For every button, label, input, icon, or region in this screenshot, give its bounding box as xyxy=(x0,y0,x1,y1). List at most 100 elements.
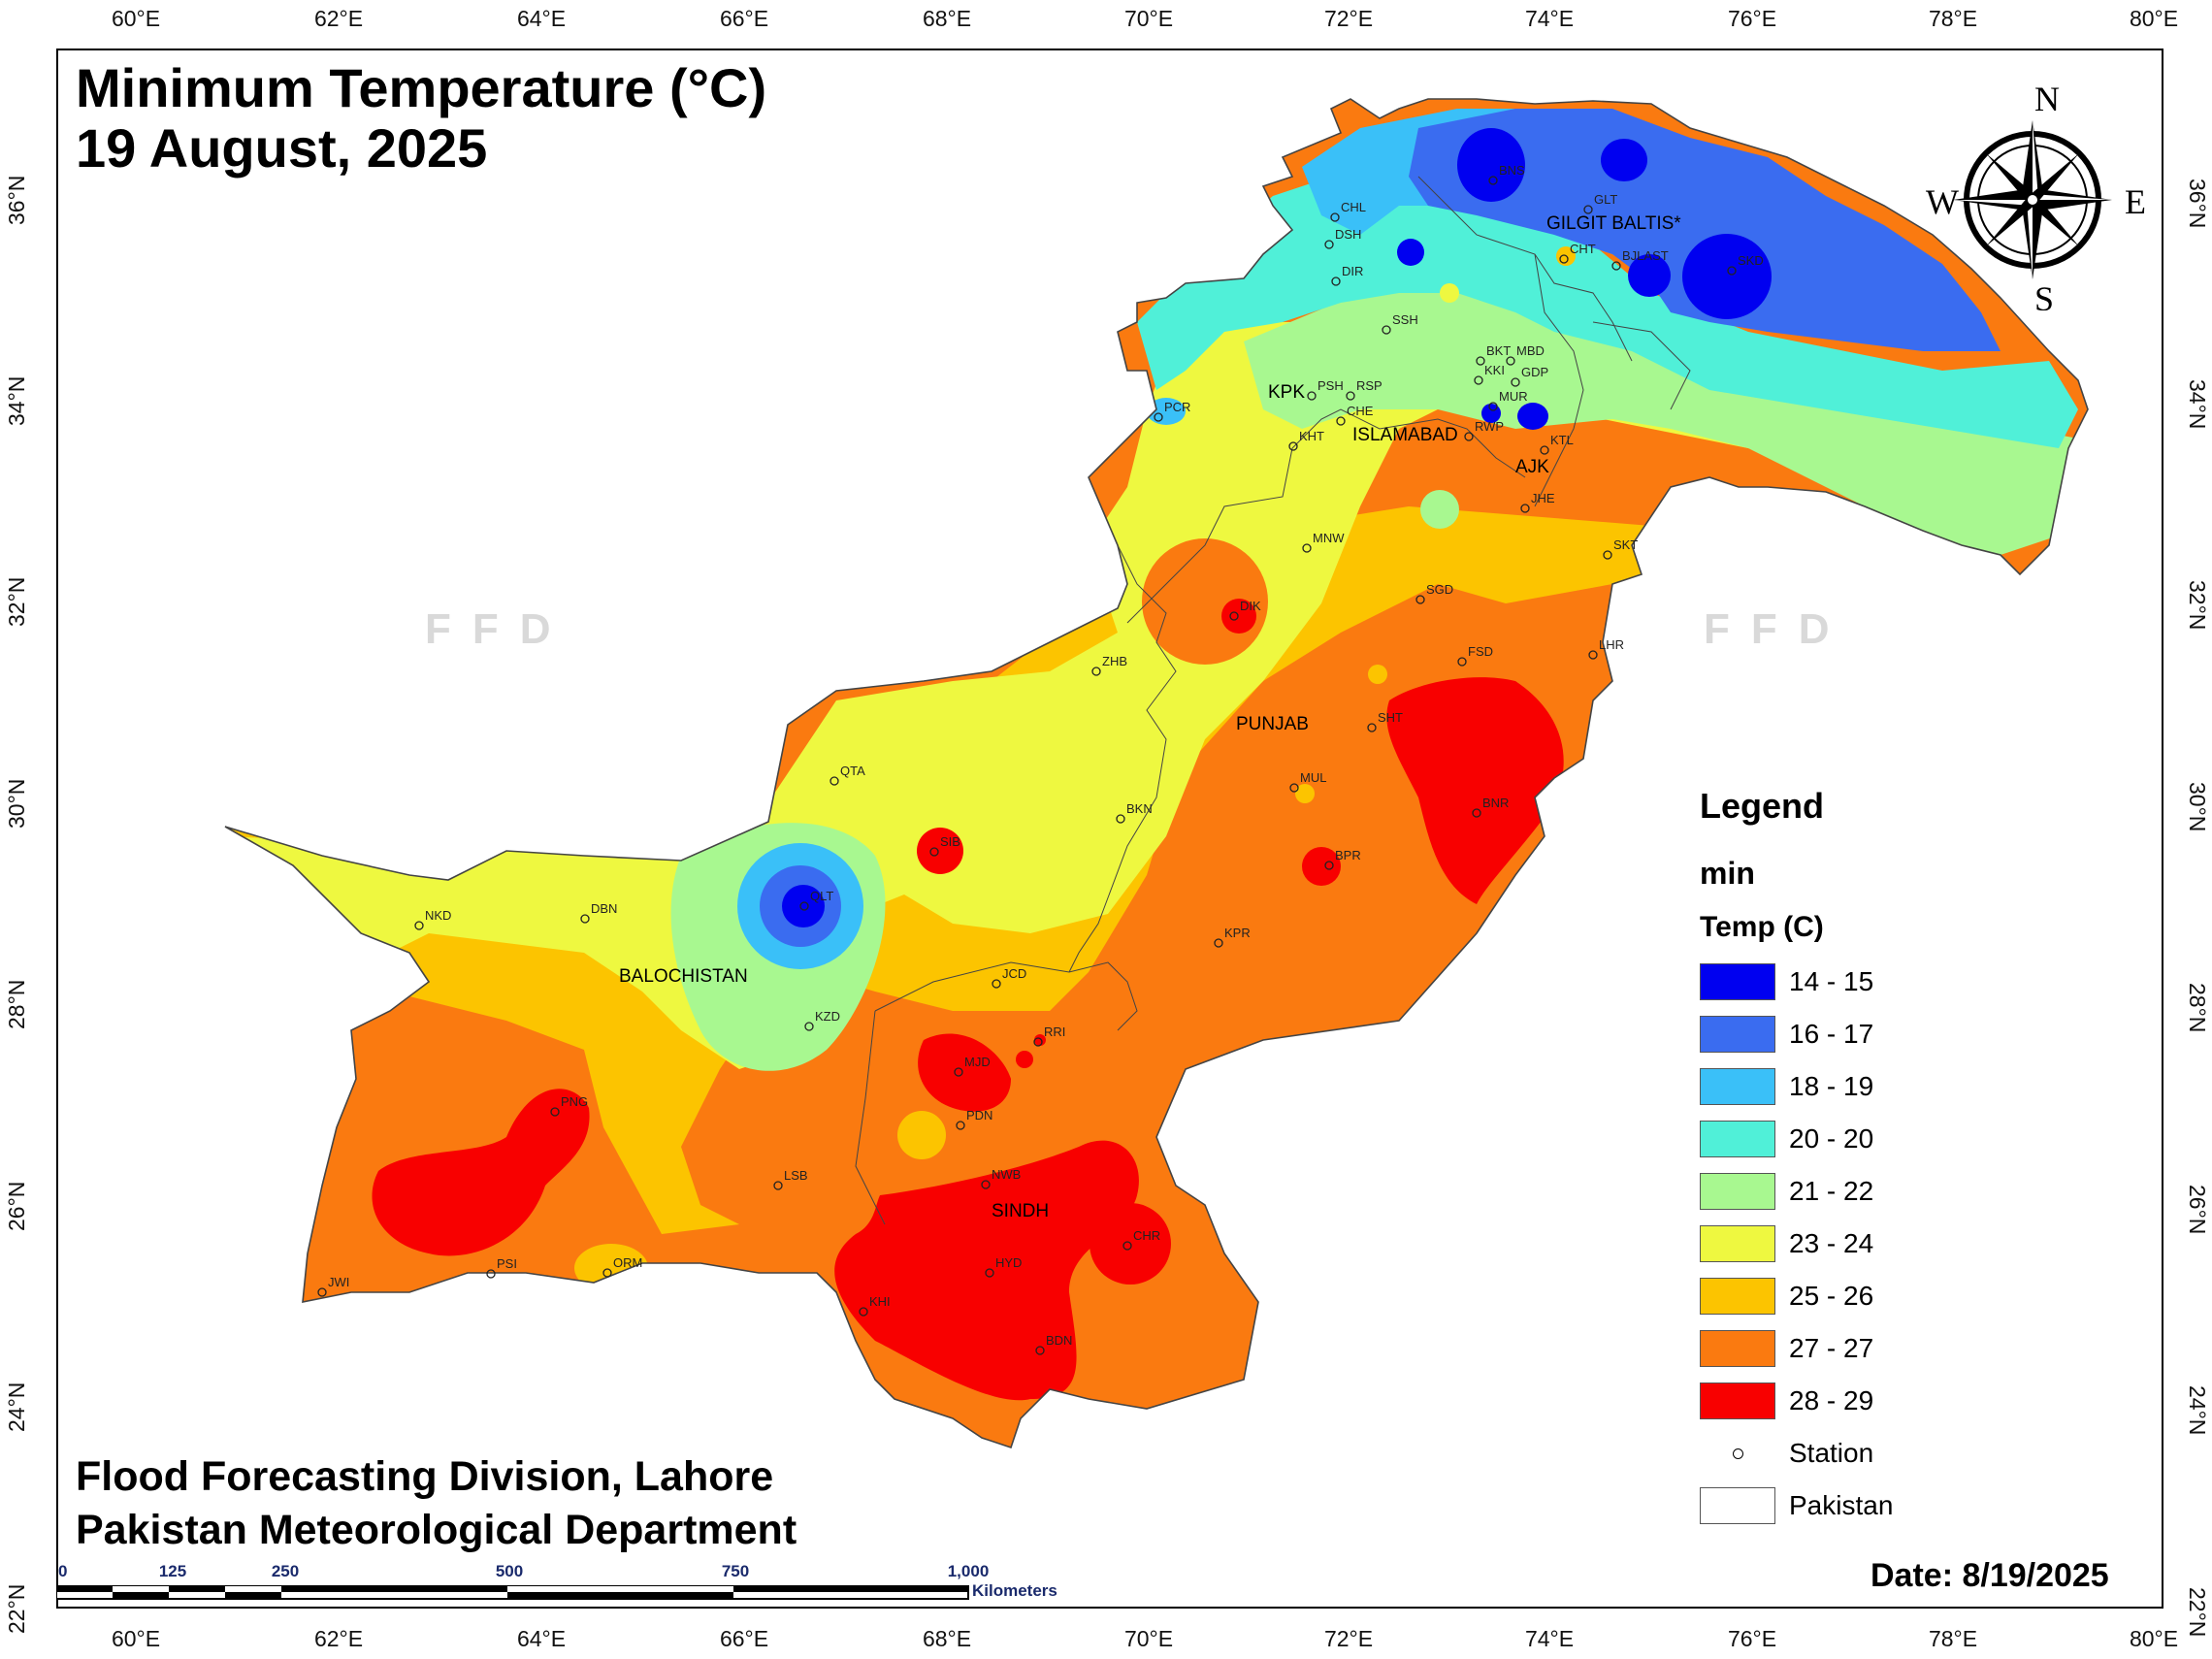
station-marker[interactable]: ZHB xyxy=(1091,654,1127,676)
station-marker[interactable]: QTA xyxy=(830,764,865,786)
station-label: BKT xyxy=(1486,343,1511,358)
station-label: CHR xyxy=(1133,1228,1160,1243)
station-marker[interactable]: MJD xyxy=(954,1055,991,1077)
stations-layer: CHL DSH DIR SSH PCR PSH RSP CHE KHT BKT MBD KKI GDP M… xyxy=(317,163,1764,1355)
station-marker[interactable]: KTL xyxy=(1540,433,1574,455)
station-marker[interactable]: PDN xyxy=(956,1108,992,1130)
station-marker[interactable]: BPR xyxy=(1324,848,1361,870)
station-label: CHT xyxy=(1570,242,1596,256)
station-label: KHT xyxy=(1299,429,1324,443)
station-label: RWP xyxy=(1475,419,1504,434)
legend-item-class: 27 - 27 xyxy=(1700,1322,1893,1375)
legend-item-class: 20 - 20 xyxy=(1700,1113,1893,1165)
station-dot xyxy=(1603,550,1612,560)
station-marker[interactable]: SKD xyxy=(1727,253,1764,276)
station-dot xyxy=(1559,254,1569,264)
station-marker[interactable]: BKN xyxy=(1116,801,1153,824)
legend-class-label: 16 - 17 xyxy=(1789,1019,1874,1049)
lon-label-bottom: 72°E xyxy=(1323,1626,1374,1651)
lat-label-right: 30°N xyxy=(2185,782,2210,832)
station-marker[interactable]: DIR xyxy=(1331,264,1363,286)
station-marker[interactable]: MUR xyxy=(1488,389,1528,411)
region-label-ajk: AJK xyxy=(1515,457,1549,477)
station-marker[interactable]: SSH xyxy=(1382,312,1418,335)
station-dot xyxy=(580,914,590,924)
station-marker[interactable]: PSH xyxy=(1307,378,1344,401)
station-marker[interactable]: RSP xyxy=(1346,378,1382,401)
station-label: QTA xyxy=(840,764,865,778)
station-marker[interactable]: BKT xyxy=(1476,343,1511,366)
station-label: KHI xyxy=(869,1294,891,1309)
station-label: PCR xyxy=(1164,400,1190,414)
station-marker[interactable]: DBN xyxy=(580,901,617,924)
station-marker[interactable]: CHT xyxy=(1559,242,1596,264)
station-label: GDP xyxy=(1521,365,1548,379)
station-marker[interactable]: KZD xyxy=(804,1009,840,1031)
scale-tick-label: 125 xyxy=(158,1562,187,1580)
station-marker[interactable]: KPR xyxy=(1214,926,1251,948)
station-marker[interactable]: NKD xyxy=(414,908,451,930)
lon-label-bottom: 80°E xyxy=(2129,1626,2179,1651)
station-marker[interactable]: RRI xyxy=(1033,1025,1065,1047)
station-marker[interactable]: KHI xyxy=(859,1294,891,1317)
lon-label-bottom: 66°E xyxy=(719,1626,769,1651)
legend-class-label: 28 - 29 xyxy=(1789,1385,1874,1415)
lon-label-bottom: 76°E xyxy=(1727,1626,1777,1651)
station-marker[interactable]: GDP xyxy=(1511,365,1548,387)
legend-station-label: Station xyxy=(1789,1438,1874,1468)
region-label-sindh: SINDH xyxy=(992,1201,1049,1221)
station-label: BNS xyxy=(1499,163,1525,178)
lat-label-left: 22°N xyxy=(4,1583,29,1634)
station-marker[interactable]: SHT xyxy=(1367,710,1403,732)
station-marker[interactable]: SKT xyxy=(1603,537,1638,560)
station-marker[interactable]: SIB xyxy=(929,834,960,857)
station-marker[interactable]: CHE xyxy=(1336,404,1374,426)
lon-label-bottom: 70°E xyxy=(1123,1626,1174,1651)
legend-class-label: 25 - 26 xyxy=(1789,1281,1874,1311)
station-marker[interactable]: NWB xyxy=(981,1167,1021,1189)
station-marker[interactable]: QLT xyxy=(799,889,833,911)
station-marker[interactable]: RWP xyxy=(1464,419,1504,441)
station-marker[interactable]: HYD xyxy=(985,1255,1022,1278)
station-label: DSH xyxy=(1335,227,1361,242)
station-marker[interactable]: GLT xyxy=(1583,192,1617,214)
station-dot xyxy=(1288,441,1298,451)
station-marker[interactable]: LHR xyxy=(1588,637,1624,660)
station-marker[interactable]: CHR xyxy=(1122,1228,1160,1251)
station-marker[interactable]: BNR xyxy=(1472,796,1509,818)
station-marker[interactable]: KHT xyxy=(1288,429,1324,451)
station-label: DIR xyxy=(1342,264,1363,278)
station-dot xyxy=(1033,1037,1043,1047)
station-marker[interactable]: MUL xyxy=(1289,770,1326,793)
station-marker[interactable]: JWI xyxy=(317,1275,349,1297)
legend-item-class: 28 - 29 xyxy=(1700,1375,1893,1427)
station-marker[interactable]: PSI xyxy=(486,1256,517,1279)
station-marker[interactable]: LSB xyxy=(773,1168,808,1190)
station-marker[interactable]: MBD xyxy=(1506,343,1545,366)
station-marker[interactable]: JCD xyxy=(992,966,1026,989)
station-marker[interactable]: SGD xyxy=(1415,582,1453,604)
lat-label-right: 22°N xyxy=(2185,1587,2210,1638)
station-label: KTL xyxy=(1550,433,1574,447)
station-marker[interactable]: PNG xyxy=(550,1094,588,1117)
station-marker[interactable]: FSD xyxy=(1457,644,1493,667)
station-marker[interactable]: DSH xyxy=(1324,227,1361,249)
lon-label-top: 66°E xyxy=(719,6,769,31)
station-marker[interactable]: PCR xyxy=(1154,400,1190,422)
station-dot xyxy=(1520,504,1530,513)
station-marker[interactable]: CHL xyxy=(1330,200,1366,222)
station-marker[interactable]: KKI xyxy=(1474,363,1505,385)
station-marker[interactable]: DIK xyxy=(1229,599,1261,621)
station-dot xyxy=(1415,595,1425,604)
map-date: Date: 8/19/2025 xyxy=(1870,1557,2109,1594)
station-marker[interactable]: BJLAST xyxy=(1611,248,1669,271)
station-marker[interactable]: BDN xyxy=(1035,1333,1072,1355)
station-marker[interactable]: MNW xyxy=(1302,531,1345,553)
station-marker[interactable]: JHE xyxy=(1520,491,1555,513)
station-dot xyxy=(414,921,424,930)
station-label: RSP xyxy=(1356,378,1382,393)
station-marker[interactable]: BNS xyxy=(1488,163,1525,185)
station-dot xyxy=(1154,412,1163,422)
station-marker[interactable]: ORM xyxy=(602,1255,642,1278)
station-dot xyxy=(1611,261,1621,271)
